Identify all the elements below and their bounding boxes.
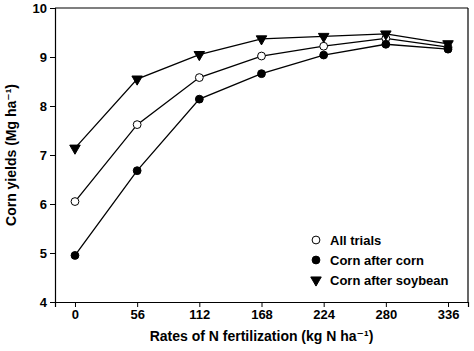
- marker-group: [258, 70, 266, 78]
- marker-group: [256, 36, 267, 45]
- tick: 5: [40, 246, 55, 261]
- marker-group: [71, 252, 79, 260]
- data-point: [133, 167, 141, 175]
- tick-label: 10: [33, 1, 47, 16]
- tick-mark: [50, 8, 55, 9]
- series-group: [70, 31, 454, 259]
- data-point: [320, 51, 328, 59]
- legend: All trials Corn after corn Corn after soyb…: [311, 233, 449, 288]
- marker-group: [194, 52, 205, 61]
- tick-label: 7: [40, 148, 47, 163]
- plot: 05611216822428033645678910All trialsCorn…: [33, 1, 469, 323]
- legend-marker: [312, 236, 320, 244]
- series-line: [75, 38, 448, 201]
- tick-label: 5: [40, 246, 47, 261]
- tick-mark: [50, 106, 55, 107]
- data-point: [133, 121, 141, 129]
- tick: 280: [375, 302, 397, 322]
- tick-mark: [50, 302, 55, 303]
- marker-group: [71, 198, 79, 206]
- data-point: [443, 41, 454, 50]
- marker-group: [70, 145, 81, 154]
- tick-label: 0: [72, 307, 79, 322]
- data-point: [256, 36, 267, 45]
- marker-group: [320, 51, 328, 59]
- marker-group: [132, 76, 143, 85]
- data-point: [195, 95, 203, 103]
- legend-item: Corn after soybean: [311, 273, 449, 288]
- tick: 224: [313, 302, 335, 322]
- tick: 56: [130, 302, 144, 322]
- data-point: [132, 76, 143, 85]
- legend-marker-group: [312, 256, 320, 264]
- legend-marker: [312, 256, 320, 264]
- marker-group: [258, 52, 266, 60]
- tick-label: 4: [40, 295, 48, 310]
- tick: 0: [72, 302, 79, 322]
- legend-label: Corn after corn: [330, 253, 424, 268]
- tick-mark: [50, 155, 55, 156]
- frame-right: [467, 8, 468, 302]
- legend-label: Corn after soybean: [330, 273, 449, 288]
- tick-label: 9: [40, 50, 47, 65]
- marker-group: [318, 33, 329, 42]
- tick: 168: [251, 302, 273, 322]
- legend-marker: [311, 277, 322, 286]
- data-point: [195, 74, 203, 82]
- legend-marker-group: [312, 236, 320, 244]
- marker-group: [443, 41, 454, 50]
- tick-label: 6: [40, 197, 47, 212]
- axis-line: [50, 9, 56, 303]
- marker-group: [382, 40, 390, 48]
- legend-marker-group: [311, 277, 322, 286]
- data-point: [381, 31, 392, 40]
- chart: 05611216822428033645678910All trialsCorn…: [0, 0, 474, 351]
- tick: 336: [438, 302, 460, 322]
- tick-mark: [50, 204, 55, 205]
- legend-item: Corn after corn: [312, 253, 424, 268]
- tick-mark: [50, 57, 55, 58]
- tick: 10: [33, 1, 55, 16]
- data-point: [382, 40, 390, 48]
- tick: 4: [40, 295, 55, 310]
- tick-mark: [50, 253, 55, 254]
- y-axis-title: Corn yields (Mg ha⁻¹): [3, 84, 19, 226]
- tick-label: 224: [313, 307, 335, 322]
- data-point: [71, 252, 79, 260]
- x-axis-title: Rates of N fertilization (kg N ha⁻¹): [150, 328, 374, 344]
- series-line: [75, 44, 448, 255]
- data-point: [194, 52, 205, 61]
- frame-top: [55, 7, 468, 8]
- x-axis: 0 56 112 168 224 280 336: [56, 302, 469, 322]
- marker-group: [195, 74, 203, 82]
- tick: 9: [40, 50, 55, 65]
- data-point: [70, 145, 81, 154]
- series-line: [75, 34, 448, 148]
- y-axis: 4 5 6 7 8 9 10: [33, 1, 56, 310]
- data-point: [318, 33, 329, 42]
- tick: 6: [40, 197, 55, 212]
- tick-label: 336: [438, 307, 460, 322]
- marker-group: [381, 31, 392, 40]
- tick-label: 280: [375, 307, 397, 322]
- tick: 7: [40, 148, 55, 163]
- tick: 112: [189, 302, 210, 322]
- marker-group: [133, 167, 141, 175]
- marker-group: [133, 121, 141, 129]
- data-point: [71, 198, 79, 206]
- legend-label: All trials: [330, 233, 381, 248]
- legend-item: All trials: [312, 233, 381, 248]
- marker-group: [195, 95, 203, 103]
- tick: 8: [40, 99, 55, 114]
- tick-label: 56: [130, 307, 144, 322]
- data-point: [258, 52, 266, 60]
- tick-label: 8: [40, 99, 47, 114]
- tick-label: 112: [189, 307, 210, 322]
- tick-label: 168: [251, 307, 273, 322]
- data-point: [258, 70, 266, 78]
